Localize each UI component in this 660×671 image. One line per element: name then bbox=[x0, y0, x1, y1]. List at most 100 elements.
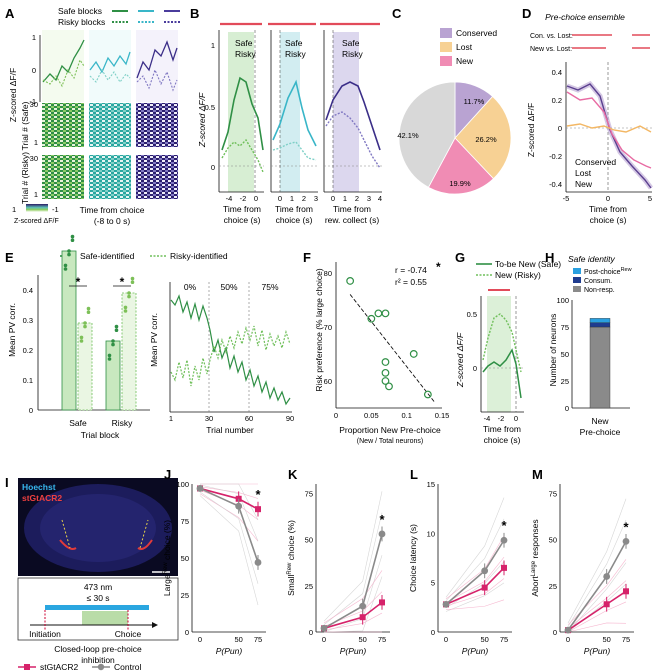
xtick: 50 bbox=[358, 635, 366, 644]
label-initiation: Initiation bbox=[29, 629, 61, 639]
panel-h-ytick: 0 bbox=[565, 404, 569, 413]
panel-e-cat-risky: Risky bbox=[112, 418, 134, 428]
panel-e-line-xtick: 90 bbox=[286, 414, 294, 423]
panel-d-xlabel: Time from bbox=[589, 204, 627, 214]
label-hoechst: Hoechst bbox=[22, 482, 56, 492]
panel-f-star: * bbox=[436, 260, 441, 274]
panel-a-ytick: -1 bbox=[29, 97, 36, 106]
panel-e: E Safe-identified Risky-identified Mean … bbox=[5, 234, 294, 440]
data-point bbox=[501, 564, 507, 571]
individual-line bbox=[445, 497, 505, 598]
panel-d-legend-conserved: Conserved bbox=[575, 157, 616, 167]
sig-star: * bbox=[501, 518, 507, 533]
ylabel: LargeRew choice (%) bbox=[162, 520, 172, 596]
scatter-point bbox=[381, 358, 390, 366]
heatmap-safe-purple bbox=[136, 103, 178, 147]
panel-d-ytick: -0.4 bbox=[549, 180, 562, 189]
panel-a-heat-tick: 1 bbox=[34, 190, 38, 199]
panel-g-letter: G bbox=[455, 250, 465, 265]
panel-d: D Pre-choice ensemble Con. vs. Lost: New… bbox=[522, 6, 653, 225]
panel-a-letter: A bbox=[5, 6, 15, 21]
ytick: 50 bbox=[549, 536, 557, 545]
panel-a-xlabel-2: (-8 to 0 s) bbox=[94, 216, 131, 226]
xtick: 0 bbox=[444, 635, 448, 644]
xtick: 75 bbox=[500, 635, 508, 644]
stacked-bar-segment bbox=[589, 318, 611, 323]
ytick: 0 bbox=[309, 628, 313, 637]
ytick: 15 bbox=[427, 480, 435, 489]
sig-star: * bbox=[120, 275, 125, 289]
stacked-bar-segment bbox=[589, 326, 611, 409]
panel-c-legend-new: New bbox=[456, 56, 474, 66]
data-point bbox=[379, 599, 385, 606]
panel-a-heat-ylabel-safe: Trial # (Safe) bbox=[20, 101, 30, 150]
panel-d-ytick: 0.2 bbox=[552, 96, 562, 105]
xtick: 0 bbox=[322, 635, 326, 644]
panel-e-line-xtick: 1 bbox=[169, 414, 173, 423]
panel-b2-xtick: 1 bbox=[290, 194, 294, 203]
series-line bbox=[567, 590, 627, 631]
bar-point bbox=[107, 357, 112, 361]
panel-d-xtick: 5 bbox=[648, 194, 652, 203]
bar-point bbox=[63, 263, 68, 268]
bar-point bbox=[67, 252, 71, 257]
panel-a-ytick: 1 bbox=[32, 33, 36, 42]
xlabel: P(Pun) bbox=[340, 646, 367, 656]
label-choice: Choice bbox=[115, 629, 142, 639]
panel-c-legend-conserved: Conserved bbox=[456, 28, 497, 38]
panel-d-ytick: -0.2 bbox=[549, 152, 562, 161]
bar-point bbox=[114, 328, 119, 333]
panel-e-line-xtick: 30 bbox=[205, 414, 213, 423]
panel-e-legend-risky: Risky-identified bbox=[170, 251, 228, 261]
bar-point bbox=[111, 342, 115, 347]
panel-e-ytick: 0.3 bbox=[23, 316, 33, 325]
panel-f-xtick: 0 bbox=[334, 411, 338, 420]
ytick: 25 bbox=[181, 591, 189, 600]
panel-g-xlabel: choice (s) bbox=[484, 435, 521, 445]
panel-a-ytick: 0 bbox=[32, 66, 36, 75]
panel-d-xtick: -5 bbox=[563, 194, 570, 203]
panel-d-title: Pre-choice ensemble bbox=[545, 12, 625, 22]
heatmap-risky-purple bbox=[136, 155, 178, 199]
scatter-point bbox=[423, 390, 432, 399]
panel-a-xlabel: Time from choice bbox=[80, 205, 145, 215]
bar-point bbox=[86, 310, 91, 315]
data-point bbox=[481, 584, 488, 591]
panel-a-traces bbox=[42, 30, 178, 102]
panel-h-bar-chart: 100 75 50 25 0 bbox=[556, 296, 630, 413]
bar-point bbox=[127, 294, 131, 299]
xlabel: P(Pun) bbox=[584, 646, 611, 656]
panel-e-cat-safe: Safe bbox=[69, 418, 87, 428]
individual-line bbox=[323, 491, 383, 622]
ytick: 25 bbox=[305, 582, 313, 591]
regression-line bbox=[349, 294, 436, 403]
series-line bbox=[199, 487, 259, 563]
individual-line bbox=[445, 599, 505, 611]
panel-a: A Safe blocks Risky blocks Z-scored ΔF/F… bbox=[5, 6, 180, 226]
panel-i: I Hoechst stGtACR2 473 nm ≤ 30 s Initiat… bbox=[5, 475, 179, 665]
panel-b3-legend-risky: Risky bbox=[342, 49, 364, 59]
panel-e-bar-chart: 0.4 0.3 0.2 0.1 * * bbox=[23, 234, 150, 411]
panel-a-legend-risky: Risky blocks bbox=[58, 17, 105, 27]
panel-b2-xlabel: Time from bbox=[275, 204, 313, 214]
panel-l-letter: L bbox=[410, 467, 418, 482]
panel-b3-legend-safe: Safe bbox=[342, 38, 360, 48]
panel-e-ytick: 0 bbox=[29, 406, 33, 415]
schematic-caption-2: inhibition bbox=[81, 655, 115, 665]
individual-line bbox=[567, 562, 627, 633]
data-point bbox=[603, 601, 610, 608]
ylabel: Choice latency (s) bbox=[408, 524, 418, 592]
panel-b2-xtick: 3 bbox=[314, 194, 318, 203]
xtick: 50 bbox=[234, 635, 242, 644]
individual-line bbox=[199, 495, 259, 606]
ytick: 50 bbox=[305, 536, 313, 545]
individual-line bbox=[199, 493, 259, 542]
panel-f-stats-2: r² = 0.55 bbox=[395, 277, 427, 287]
panel-b1-xlabel: choice (s) bbox=[224, 215, 261, 225]
panel-a-heat-tick: 30 bbox=[30, 100, 38, 109]
ytick: 75 bbox=[305, 489, 313, 498]
heatmap-safe-teal bbox=[89, 103, 131, 147]
data-point bbox=[623, 588, 629, 595]
panel-j: J 100 75 50 25 00 50 75 P(Pun) LargeRew choice (%… bbox=[162, 467, 266, 656]
panel-h-legend-3: Non-resp. bbox=[584, 287, 615, 294]
